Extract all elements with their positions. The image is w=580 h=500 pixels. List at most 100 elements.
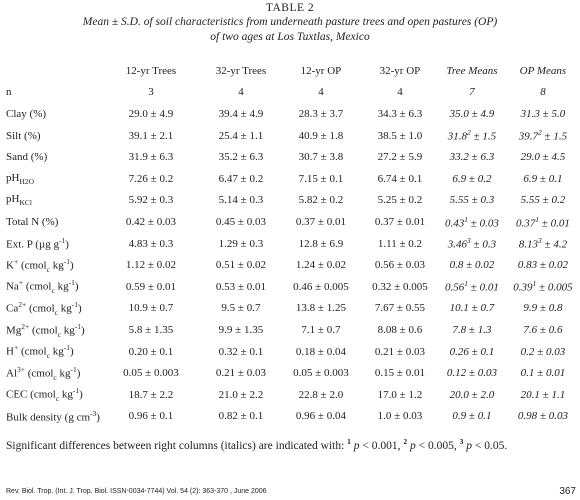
- page-number: 367: [559, 486, 576, 497]
- cell-value: 29.0 ± 4.5: [520, 151, 566, 164]
- cell-value: 1.12 ± 0.02: [125, 259, 176, 272]
- row-label: Clay (%): [6, 107, 47, 120]
- cell-value: 34.3 ± 6.3: [377, 107, 423, 120]
- cell-value: 29.0 ± 4.9: [128, 107, 174, 120]
- cell-value: 22.8 ± 2.0: [298, 388, 344, 401]
- cell-value: 0.21 ± 0.03: [215, 367, 266, 380]
- cell-value: 25.4 ± 1.1: [218, 129, 264, 142]
- table-row: pHH2O 7.26 ± 0.2 6.47 ± 0.2 7.15 ± 0.1 6.74 …: [6, 168, 580, 190]
- n-value: 8: [540, 86, 546, 99]
- cell-value: 10.9 ± 0.7: [128, 302, 174, 315]
- n-value: 4: [318, 86, 324, 99]
- cell-value: 5.14 ± 0.3: [218, 194, 264, 207]
- n-value: 4: [397, 86, 403, 99]
- cell-value: 0.05 ± 0.003: [293, 367, 349, 380]
- cell-value: 35.2 ± 6.3: [218, 151, 264, 164]
- cell-value: 0.51 ± 0.02: [215, 259, 266, 272]
- cell-value: 3.463 ± 0.3: [447, 236, 497, 251]
- table-row: Total N (%) 0.42 ± 0.03 0.45 ± 0.03 0.37 ± …: [6, 211, 580, 233]
- cell-value: 0.26 ± 0.1: [449, 345, 495, 358]
- cell-value: 0.32 ± 0.005: [372, 280, 428, 293]
- cell-value: 9.5 ± 0.7: [221, 302, 261, 315]
- cell-value: 33.2 ± 6.3: [449, 151, 495, 164]
- table-row: K+ (cmolc kg-1) 1.12 ± 0.02 0.51 ± 0.02 1.2…: [6, 254, 580, 276]
- table-caption-line-2: of two ages at Los Tuxtlas, Mexico: [210, 31, 370, 43]
- cell-value: 1.0 ± 0.03: [377, 410, 423, 423]
- column-header: OP Means: [519, 64, 567, 77]
- cell-value: 0.37 ± 0.01: [374, 215, 425, 228]
- table-row: Ext. P (µg g-1) 4.83 ± 0.3 1.29 ± 0.3 12.8 …: [6, 233, 580, 255]
- cell-value: 0.431 ± 0.03: [445, 214, 499, 230]
- row-label: pHH2O: [6, 171, 35, 186]
- cell-value: 7.6 ± 0.6: [523, 323, 563, 336]
- row-label: n: [6, 86, 12, 99]
- table-row: Ca2+ (cmolc kg-1) 10.9 ± 0.7 9.5 ± 0.7 13.8…: [6, 298, 580, 320]
- cell-value: 6.74 ± 0.1: [377, 172, 423, 185]
- cell-value: 0.21 ± 0.03: [374, 345, 425, 358]
- table-row: H+ (cmolc kg-1) 0.20 ± 0.1 0.32 ± 0.1 0.18 …: [6, 341, 580, 363]
- table-title: TABLE 2: [265, 2, 315, 14]
- cell-value: 0.20 ± 0.1: [128, 345, 174, 358]
- cell-value: 5.55 ± 0.2: [520, 194, 566, 207]
- cell-value: 13.8 ± 1.25: [295, 302, 346, 315]
- cell-value: 0.56 ± 0.03: [374, 259, 425, 272]
- cell-value: 0.05 ± 0.003: [123, 367, 179, 380]
- cell-value: 30.7 ± 3.8: [298, 151, 344, 164]
- cell-value: 0.32 ± 0.1: [218, 345, 264, 358]
- table-row: Bulk density (g cm-3) 0.96 ± 0.1 0.82 ± 0.…: [6, 406, 580, 428]
- row-label: Ca2+ (cmolc kg-1): [6, 299, 82, 317]
- cell-value: 8.133 ± 4.2: [518, 236, 568, 251]
- table-caption-line-1: Mean ± S.D. of soil characteristics from…: [82, 16, 498, 28]
- journal-citation: Rev. Biol. Trop. (Int. J. Trop. Biol. IS…: [6, 488, 267, 495]
- cell-value: 0.15 ± 0.01: [374, 367, 425, 380]
- significance-marker: 3: [538, 236, 542, 246]
- soil-table: 12-yr Trees 32-yr Trees 12-yr OP 32-yr OP Tr…: [6, 60, 580, 427]
- cell-value: 0.96 ± 0.04: [295, 410, 346, 423]
- cell-value: 0.46 ± 0.005: [293, 280, 349, 293]
- cell-value: 7.1 ± 0.7: [301, 323, 341, 336]
- cell-value: 6.47 ± 0.2: [218, 172, 264, 185]
- cell-value: 9.9 ± 1.35: [218, 323, 264, 336]
- cell-value: 10.1 ± 0.7: [449, 302, 495, 315]
- column-header: Tree Means: [446, 64, 498, 77]
- cell-value: 0.9 ± 0.1: [452, 410, 492, 423]
- cell-value: 1.29 ± 0.3: [218, 237, 264, 250]
- cell-value: 7.26 ± 0.2: [128, 172, 174, 185]
- cell-value: 1.24 ± 0.02: [295, 259, 346, 272]
- significance-marker: 2: [538, 128, 542, 138]
- cell-value: 17.0 ± 1.2: [377, 388, 423, 401]
- table-row: pHKCl 5.92 ± 0.3 5.14 ± 0.3 5.82 ± 0.2 5.25 …: [6, 190, 580, 212]
- table-row: Clay (%) 29.0 ± 4.9 39.4 ± 4.9 28.3 ± 3.7 34…: [6, 103, 580, 125]
- cell-value: 31.9 ± 6.3: [128, 151, 174, 164]
- cell-value: 0.1 ± 0.01: [520, 367, 566, 380]
- n-value: 7: [469, 86, 475, 99]
- cell-value: 0.53 ± 0.01: [215, 280, 266, 293]
- row-label: Sand (%): [6, 151, 48, 164]
- cell-value: 0.8 ± 0.02: [449, 259, 495, 272]
- cell-value: 1.11 ± 0.2: [377, 237, 423, 250]
- cell-value: 0.37 ± 0.01: [295, 215, 346, 228]
- row-label: K+ (cmolc kg-1): [6, 256, 74, 274]
- cell-value: 9.9 ± 0.8: [523, 302, 563, 315]
- cell-value: 0.98 ± 0.03: [517, 410, 568, 423]
- cell-value: 0.371 ± 0.01: [516, 214, 570, 230]
- cell-value: 0.96 ± 0.1: [128, 410, 174, 423]
- cell-value: 31.82 ± 1.5: [447, 128, 497, 143]
- cell-value: 0.45 ± 0.03: [215, 215, 266, 228]
- n-value: 4: [238, 86, 244, 99]
- row-label: H+ (cmolc kg-1): [6, 343, 74, 360]
- n-row: n 3 4 4 4 7 8: [6, 82, 580, 104]
- column-header: 12-yr OP: [300, 64, 342, 77]
- cell-value: 7.8 ± 1.3: [452, 323, 492, 336]
- cell-value: 20.0 ± 2.0: [449, 388, 495, 401]
- cell-value: 21.0 ± 2.2: [218, 388, 264, 401]
- significance-marker: 3: [467, 236, 471, 246]
- row-label: Total N (%): [6, 215, 59, 228]
- cell-value: 0.12 ± 0.03: [446, 367, 497, 380]
- column-header: 32-yr OP: [379, 64, 421, 77]
- table-row: Sand (%) 31.9 ± 6.3 35.2 ± 6.3 30.7 ± 3.8 27…: [6, 146, 580, 168]
- significance-marker: 1: [464, 214, 469, 224]
- cell-value: 0.2 ± 0.03: [520, 345, 566, 358]
- cell-value: 39.72 ± 1.5: [518, 128, 568, 143]
- cell-value: 7.67 ± 0.55: [374, 302, 425, 315]
